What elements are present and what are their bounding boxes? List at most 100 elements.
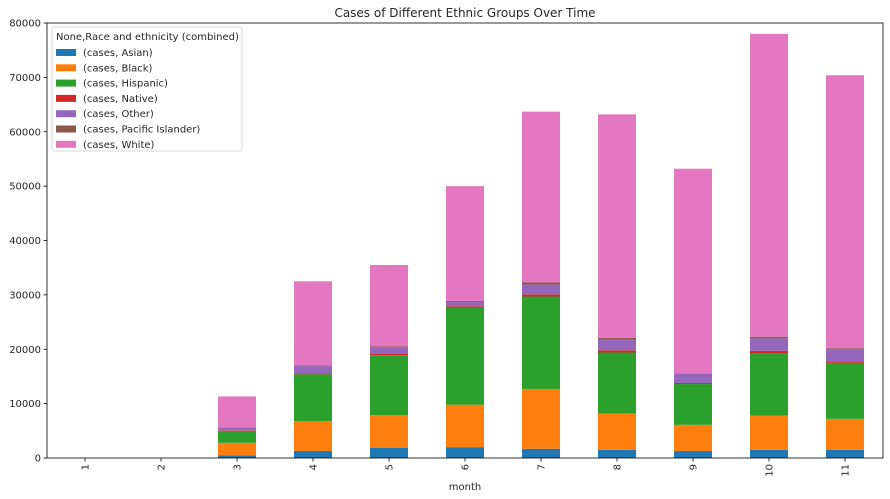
legend-swatch xyxy=(56,49,76,56)
bar-segment-4-5 xyxy=(294,365,332,367)
legend-title: None,Race and ethnicity (combined) xyxy=(56,32,239,43)
y-tick-label: 60000 xyxy=(9,127,41,138)
bar-segment-5-4 xyxy=(370,347,408,354)
legend-swatch xyxy=(56,64,76,72)
bar-segment-3-0 xyxy=(218,455,256,458)
legend-entry: (cases, Other) xyxy=(83,109,154,120)
bar-segment-10-0 xyxy=(750,449,788,458)
bar-segment-11-0 xyxy=(826,449,864,458)
bar-segment-8-1 xyxy=(598,413,636,450)
bar-segment-6-3 xyxy=(446,306,484,308)
bar-segment-7-5 xyxy=(522,282,560,285)
legend-entry: (cases, Native) xyxy=(83,94,158,105)
y-tick-label: 10000 xyxy=(9,399,41,410)
legend-entry: (cases, White) xyxy=(83,140,155,151)
y-tick-label: 30000 xyxy=(9,290,41,301)
bar-segment-11-6 xyxy=(826,75,864,349)
x-tick-label: 11 xyxy=(841,464,852,477)
y-tick-label: 50000 xyxy=(9,182,41,193)
bar-segment-5-0 xyxy=(370,447,408,458)
bar-segment-3-6 xyxy=(218,396,256,428)
bar-segment-8-3 xyxy=(598,350,636,353)
bar-segment-6-2 xyxy=(446,307,484,405)
bar-segment-10-1 xyxy=(750,415,788,450)
legend: None,Race and ethnicity (combined) (case… xyxy=(51,26,243,152)
x-tick-label: 6 xyxy=(461,464,472,470)
x-tick-label: 4 xyxy=(309,464,320,470)
bar-segment-9-0 xyxy=(674,450,712,458)
bar-segment-11-1 xyxy=(826,418,864,450)
x-tick-label: 2 xyxy=(157,464,168,470)
bar-segment-4-0 xyxy=(294,450,332,458)
x-tick-label: 10 xyxy=(765,464,776,477)
bar-segment-9-6 xyxy=(674,168,712,374)
x-tick-label: 1 xyxy=(81,464,92,470)
bar-segment-7-3 xyxy=(522,294,560,297)
legend-swatch xyxy=(56,79,76,87)
y-axis: 0 10000 20000 30000 40000 50000 60000 70000 8000… xyxy=(9,19,47,465)
legend-entry: (cases, Hispanic) xyxy=(83,79,168,90)
bar-segment-3-3 xyxy=(218,430,256,431)
bar-segment-7-1 xyxy=(522,388,560,449)
bar-segment-5-6 xyxy=(370,264,408,347)
bar-segment-5-1 xyxy=(370,415,408,448)
bar-segment-11-2 xyxy=(826,362,864,419)
chart-title: Cases of Different Ethnic Groups Over Ti… xyxy=(334,6,595,20)
legend-swatch xyxy=(56,94,76,102)
bar-segment-6-0 xyxy=(446,447,484,458)
bar-segment-4-1 xyxy=(294,421,332,451)
x-tick-label: 5 xyxy=(385,464,396,470)
x-tick-label: 8 xyxy=(613,464,624,470)
bar-segment-7-0 xyxy=(522,448,560,458)
bar-segment-5-2 xyxy=(370,355,408,416)
x-axis: 1 2 3 4 5 6 7 8 9 10 11 xyxy=(81,458,852,477)
legend-entry: (cases, Pacific Islander) xyxy=(83,125,200,136)
y-tick-label: 40000 xyxy=(9,236,41,247)
bar-segment-11-5 xyxy=(826,348,864,350)
bar-segment-8-0 xyxy=(598,449,636,458)
legend-swatch xyxy=(56,125,76,133)
legend-entry: (cases, Black) xyxy=(83,63,153,74)
bar-segment-5-3 xyxy=(370,353,408,356)
bar-segment-9-4 xyxy=(674,373,712,383)
bar-segment-9-5 xyxy=(674,373,712,374)
bar-segment-4-4 xyxy=(294,366,332,374)
bar-segment-6-6 xyxy=(446,186,484,301)
legend-swatch xyxy=(56,140,76,148)
bar-segment-3-2 xyxy=(218,430,256,443)
bar-segment-6-5 xyxy=(446,300,484,302)
bar-segment-10-4 xyxy=(750,338,788,351)
legend-entry: (cases, Asian) xyxy=(83,48,153,59)
bar-segment-10-6 xyxy=(750,33,788,337)
x-axis-title: month xyxy=(449,482,481,493)
x-tick-label: 9 xyxy=(689,464,700,470)
legend-box xyxy=(51,26,243,152)
bar-segment-9-3 xyxy=(674,382,712,385)
bar-segment-7-6 xyxy=(522,111,560,283)
y-tick-label: 20000 xyxy=(9,345,41,356)
legend-swatch xyxy=(56,110,76,118)
bar-segment-10-5 xyxy=(750,336,788,339)
bar-segment-11-4 xyxy=(826,349,864,362)
bar-segment-7-4 xyxy=(522,284,560,295)
bar-segment-4-6 xyxy=(294,281,332,366)
bar-segment-3-1 xyxy=(218,442,256,456)
bar-segment-6-1 xyxy=(446,404,484,448)
bar-segment-5-5 xyxy=(370,346,408,348)
bar-segment-8-6 xyxy=(598,114,636,338)
bar-segment-8-5 xyxy=(598,337,636,340)
bar-segment-6-4 xyxy=(446,301,484,307)
bar-segment-3-4 xyxy=(218,427,256,431)
y-tick-label: 80000 xyxy=(9,19,41,30)
plot-area xyxy=(218,33,864,458)
bar-segment-9-1 xyxy=(674,424,712,451)
bar-segment-4-3 xyxy=(294,373,332,375)
x-tick-label: 3 xyxy=(233,464,244,470)
bar-segment-8-4 xyxy=(598,339,636,351)
y-tick-label: 70000 xyxy=(9,73,41,84)
bar-segment-4-2 xyxy=(294,374,332,422)
y-tick-label: 0 xyxy=(35,454,41,465)
bar-segment-7-2 xyxy=(522,296,560,389)
bar-segment-10-2 xyxy=(750,353,788,416)
